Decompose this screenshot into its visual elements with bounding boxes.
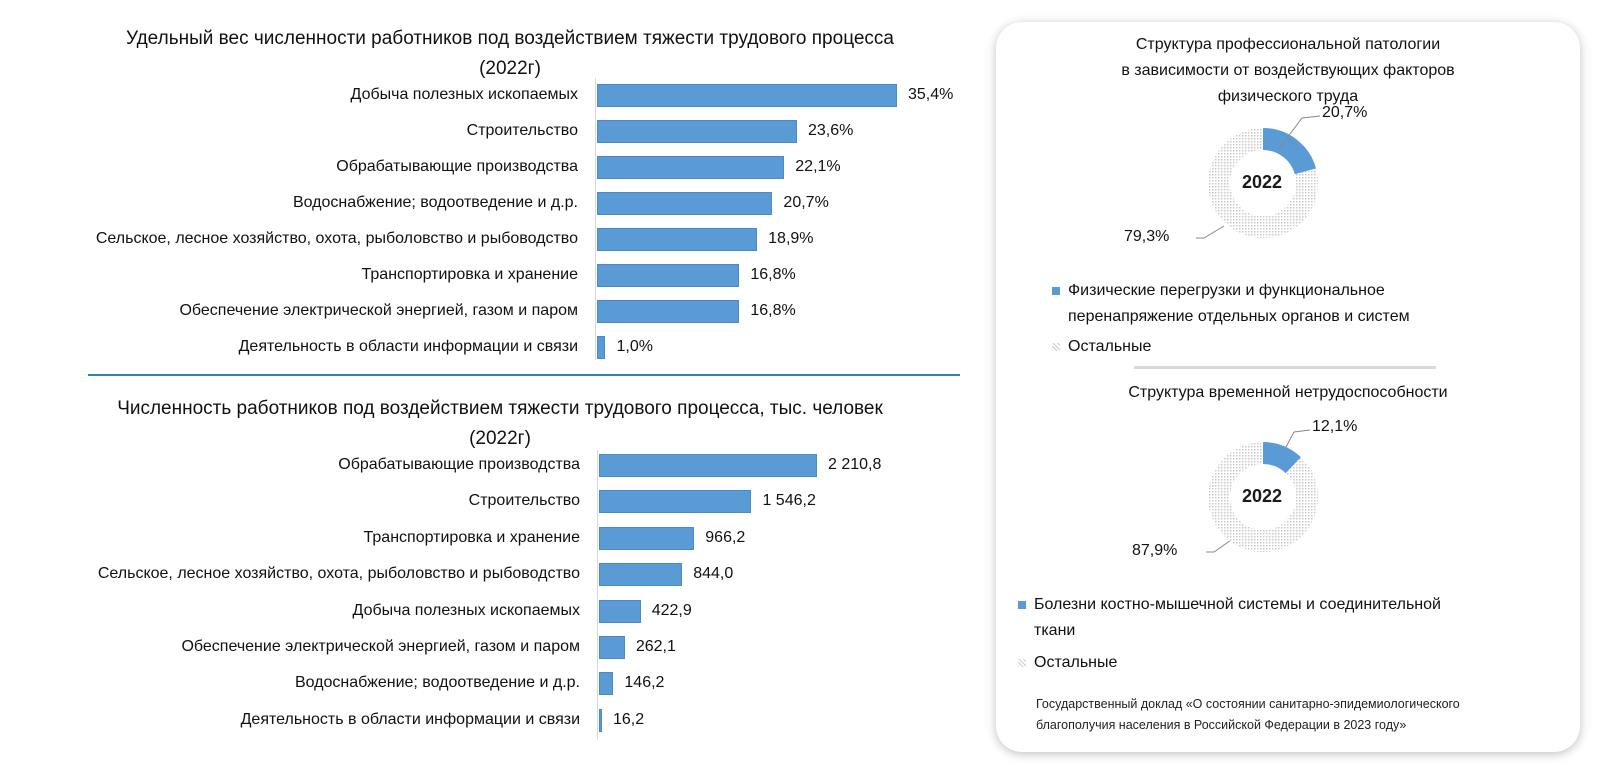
legend-swatch-blue [1018,600,1026,609]
legend-text-cont: перенапряжение отдельных органов и систе… [1068,308,1410,325]
bar-value-label: 1 546,2 [762,492,816,510]
donut2-label-main: 12,1% [1312,418,1358,435]
bar-value-label: 23,6% [808,122,854,139]
legend-text: Болезни костно-мышечной системы и соедин… [1034,596,1441,613]
top-title-line2: (2022г) [479,58,541,79]
legend-item-rest: Остальные [1052,334,1410,360]
bar-category-label: Водоснабжение; водоотведение и д.р. [294,674,580,692]
bar [597,336,606,359]
source-note: Государственный доклад «О состоянии сани… [1036,694,1460,736]
legend-text: Остальные [1068,338,1152,355]
bar-value-label: 22,1% [795,158,841,175]
bar-value-label: 262,1 [635,638,676,655]
bar-value-label: 18,9% [768,230,814,247]
donut1-center-year: 2022 [1242,172,1283,192]
bar-value-label: 422,9 [651,601,692,619]
legend-text-cont: ткани [1034,622,1076,639]
bar [599,454,817,477]
legend-swatch-gray [1018,658,1026,667]
bar-value-label: 1,0% [616,338,653,355]
legend-item-rest: Остальные [1018,650,1441,676]
bar [597,228,758,251]
donut2-title: Структура временной нетрудоспособности [1128,384,1448,401]
bar [597,120,797,143]
bar [599,708,602,732]
bar-category-label: Сельское, лесное хозяйство, охота, рыбол… [95,230,578,247]
bar-value-label: 35,4% [908,86,954,103]
donut-panel: Структура профессиональной патологии в з… [996,22,1580,752]
donut2-chart [1208,442,1318,552]
legend-item-main: Физические перегрузки и функциональное [1052,278,1410,304]
bar-value-label: 2 210,8 [828,456,882,473]
bar [597,192,773,215]
source-line2: благополучия населения в Российской Феде… [1036,718,1407,732]
bar-category-label: Обеспечение электрической энергией, газо… [181,638,580,655]
bar-value-label: 16,2 [613,710,645,728]
donut1-title-line3: физического труда [1217,88,1359,105]
bar-value-label: 146,2 [624,674,665,692]
bar-value-label: 20,7% [783,194,829,211]
top-chart-title: Удельный вес численности работников под … [40,24,980,84]
bar [599,526,695,550]
bar-category-label: Водоснабжение; водоотведение и д.р. [292,194,578,211]
bar [599,599,641,623]
bottom-title-line1: Численность работников под воздействием … [117,398,883,419]
bar [597,156,785,179]
bar [599,636,625,659]
bar-category-label: Транспортировка и хранение [361,266,578,283]
donut2-center-year: 2022 [1242,486,1283,506]
donut2-label-rest: 87,9% [1132,542,1178,559]
top-title-line1: Удельный вес численности работников под … [126,28,894,49]
bar-category-label: Строительство [468,492,580,510]
bottom-chart-title: Численность работников под воздействием … [20,394,980,454]
bar-category-label: Строительство [466,122,578,139]
bar [599,490,752,514]
legend-swatch-gray [1052,342,1060,351]
bar-category-label: Транспортировка и хранение [363,528,580,546]
bar-category-label: Добыча полезных ископаемых [352,601,580,619]
bottom-title-line2: (2022г) [469,428,531,449]
bar-category-label: Обрабатывающие производства [336,158,578,175]
bar [599,563,683,587]
bar-category-label: Деятельность в области информации и связ… [240,710,580,728]
legend-item-main: Болезни костно-мышечной системы и соедин… [1018,592,1441,618]
legend-text: Физические перегрузки и функциональное [1068,282,1385,299]
bottom-axis [597,450,598,740]
bar-value-label: 966,2 [705,528,746,546]
bar-category-label: Обеспечение электрической энергией, газо… [179,302,578,319]
donut1-title-line2: в зависимости от воздействующих факторов [1121,62,1455,79]
donut1-title-line1: Структура профессиональной патологии [1135,36,1441,53]
donut1-title: Структура профессиональной патологии в з… [996,32,1580,110]
bar [599,672,614,696]
bar-category-label: Деятельность в области информации и связ… [238,338,578,355]
donut1-chart [1208,128,1318,238]
bar-category-label: Обрабатывающие производства [338,456,580,473]
panel-divider [1134,366,1436,369]
top-axis [595,78,596,360]
source-line1: Государственный доклад «О состоянии сани… [1036,697,1460,711]
donut2-legend: Болезни костно-мышечной системы и соедин… [1018,592,1441,676]
bar [597,84,897,107]
bar-value-label: 16,8% [750,302,796,319]
legend-swatch-blue [1052,286,1060,295]
donut1-legend: Физические перегрузки и функциональное п… [1052,278,1410,360]
bar-category-label: Добыча полезных ископаемых [350,86,578,103]
section-divider [88,374,960,376]
bar-category-label: Сельское, лесное хозяйство, охота, рыбол… [97,565,580,583]
donut1-label-rest: 79,3% [1124,228,1170,245]
donut1-label-main: 20,7% [1322,104,1368,121]
bar-value-label: 16,8% [750,266,796,283]
legend-text: Остальные [1034,654,1118,671]
bar [597,300,740,323]
bar-value-label: 844,0 [693,565,734,583]
bar [597,264,740,287]
